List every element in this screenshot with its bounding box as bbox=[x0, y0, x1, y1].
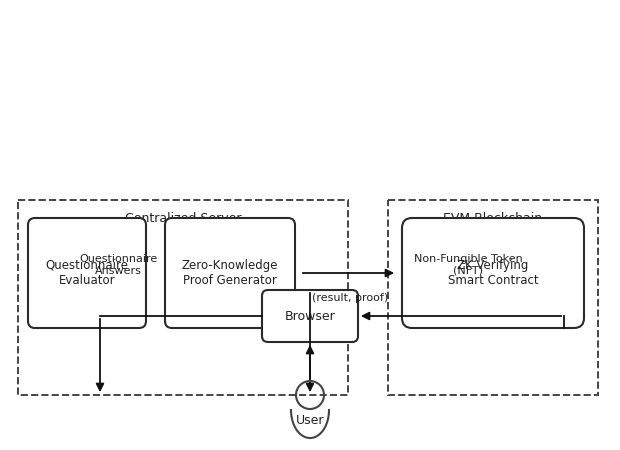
Text: Questionnaire
Evaluator: Questionnaire Evaluator bbox=[45, 259, 128, 287]
Text: Centralized Server: Centralized Server bbox=[125, 212, 241, 225]
Text: EVM Blockchain: EVM Blockchain bbox=[443, 212, 542, 225]
Text: Browser: Browser bbox=[285, 310, 335, 323]
Text: ZK Verifying
Smart Contract: ZK Verifying Smart Contract bbox=[448, 259, 538, 287]
Bar bbox=[18, 200, 348, 395]
FancyBboxPatch shape bbox=[402, 218, 584, 328]
FancyBboxPatch shape bbox=[165, 218, 295, 328]
Text: Zero-Knowledge
Proof Generator: Zero-Knowledge Proof Generator bbox=[182, 259, 278, 287]
Text: Questionnaire
Answers: Questionnaire Answers bbox=[79, 254, 157, 276]
Text: User: User bbox=[296, 414, 324, 427]
FancyBboxPatch shape bbox=[28, 218, 146, 328]
Text: (result, proof): (result, proof) bbox=[312, 293, 388, 303]
FancyBboxPatch shape bbox=[262, 290, 358, 342]
Bar bbox=[388, 200, 598, 395]
Text: Non-Fungible Token
(NFT): Non-Fungible Token (NFT) bbox=[414, 254, 523, 276]
